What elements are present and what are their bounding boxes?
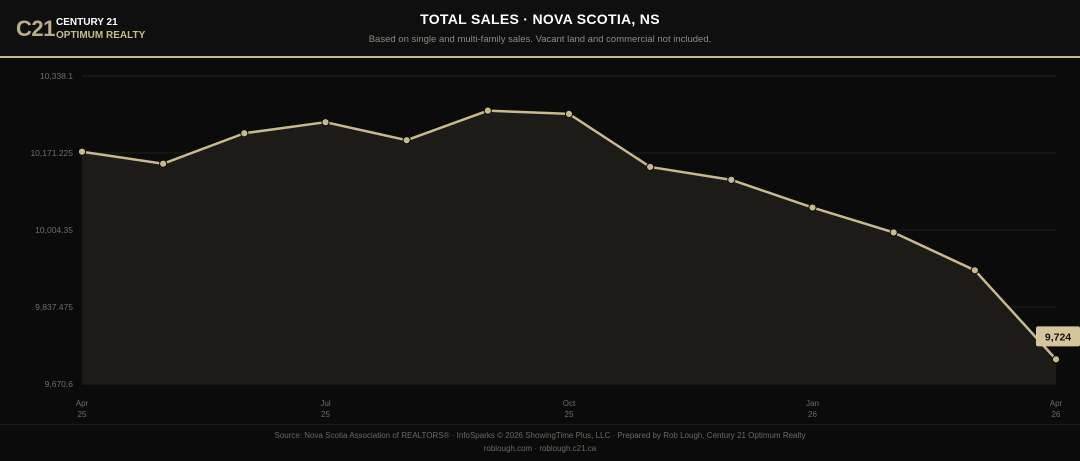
logo-brand-name: CENTURY 21	[56, 17, 118, 28]
data-point[interactable]	[727, 175, 736, 184]
value-callout-badge	[1036, 326, 1080, 347]
source-credit: Source: Nova Scotia Association of REALT…	[274, 431, 806, 440]
x-tick-year: 25	[321, 410, 330, 419]
data-point[interactable]	[240, 129, 249, 138]
x-tick-month: Apr	[76, 399, 89, 408]
x-tick-month: Jul	[320, 399, 330, 408]
y-tick-label: 9,670.6	[45, 379, 74, 389]
value-callout-label: 9,724	[1045, 331, 1071, 343]
y-axis: 10,338.1 10,171.225 10,004.35 9,837.475 9,67…	[30, 71, 73, 389]
data-point[interactable]	[564, 109, 574, 118]
website-links: roblough.com · roblough.c21.ca	[483, 444, 597, 453]
data-point[interactable]	[889, 228, 898, 237]
area-layer	[82, 110, 1056, 384]
x-tick-year: 25	[565, 410, 574, 419]
area-fill	[82, 110, 1056, 384]
data-point[interactable]	[483, 106, 492, 115]
data-point[interactable]	[970, 266, 979, 275]
header: C21 CENTURY 21 OPTIMUM REALTY TOTAL SALE…	[0, 0, 1080, 58]
x-tick-month: Apr	[1050, 399, 1063, 408]
marker-layer	[77, 106, 1061, 364]
x-tick-month: Jan	[806, 399, 819, 408]
chart-title: TOTAL SALES · NOVA SCOTIA, NS	[420, 11, 660, 27]
logo-mark: C21	[16, 16, 55, 41]
logo-office-name: OPTIMUM REALTY	[56, 30, 146, 41]
callout-layer: 9,724	[1036, 326, 1080, 347]
data-point[interactable]	[77, 147, 87, 156]
data-point[interactable]	[1051, 355, 1061, 364]
data-point[interactable]	[321, 118, 330, 127]
y-tick-label: 10,338.1	[40, 71, 73, 81]
data-point[interactable]	[159, 159, 168, 168]
chart-subtitle: Based on single and multi-family sales. …	[368, 34, 712, 45]
line-chart: 10,338.1 10,171.225 10,004.35 9,837.475 9,67…	[30, 71, 1080, 419]
x-tick-year: 25	[78, 410, 87, 419]
data-point[interactable]	[646, 162, 655, 172]
x-tick-year: 26	[808, 410, 817, 419]
data-point[interactable]	[808, 203, 817, 212]
footer: Source: Nova Scotia Association of REALT…	[0, 424, 1080, 461]
data-point[interactable]	[402, 136, 411, 145]
x-tick-year: 26	[1052, 410, 1061, 419]
y-tick-label: 9,837.475	[35, 302, 73, 312]
x-tick-month: Oct	[563, 399, 576, 408]
y-tick-label: 10,004.35	[35, 225, 73, 235]
x-axis: Apr 25 Jul 25 Oct 25 Jan 26 Apr 26	[76, 399, 1063, 419]
y-tick-label: 10,171.225	[30, 148, 73, 158]
